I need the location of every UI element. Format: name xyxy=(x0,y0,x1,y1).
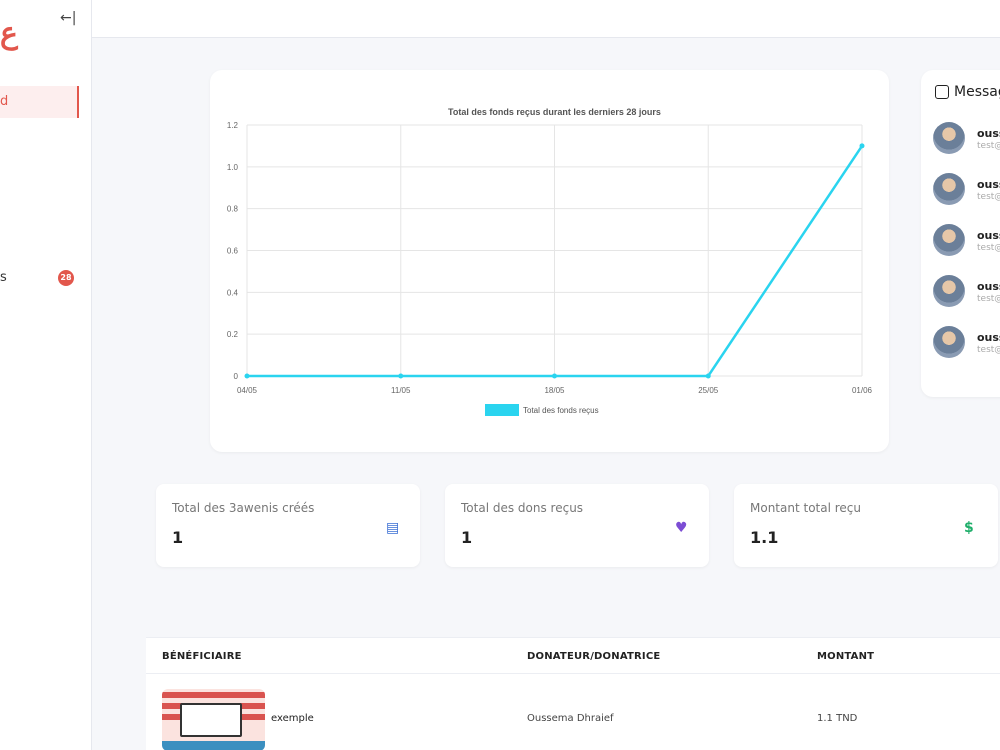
data-point xyxy=(552,373,557,379)
message-sender-email: test@ xyxy=(977,345,1000,355)
message-item[interactable]: ouss test@ xyxy=(933,224,1000,260)
beneficiary-thumbnail xyxy=(162,689,265,750)
message-sender-name: ouss xyxy=(977,280,1000,293)
x-tick-label: 18/05 xyxy=(544,386,565,395)
messages-header: Messag xyxy=(935,84,1000,100)
message-item[interactable]: ouss test@ xyxy=(933,122,1000,158)
avatar xyxy=(933,326,965,358)
legend-swatch xyxy=(485,404,519,416)
collapse-sidebar-icon[interactable]: ←| xyxy=(60,10,77,26)
message-square-icon xyxy=(935,85,949,99)
message-item[interactable]: ouss test@ xyxy=(933,173,1000,209)
data-point xyxy=(705,373,711,379)
data-point xyxy=(859,143,865,149)
stat-value: 1 xyxy=(461,528,473,547)
messages-title: Messag xyxy=(954,84,1000,100)
dollar-icon: $ xyxy=(964,520,974,536)
message-sender-name: ouss xyxy=(977,178,1000,191)
top-bar xyxy=(92,0,1000,38)
avatar xyxy=(933,224,965,256)
unread-count-badge: 28 xyxy=(58,270,74,286)
y-tick-label: 0.6 xyxy=(227,247,239,256)
message-sender-name: ouss xyxy=(977,331,1000,344)
avatar xyxy=(933,275,965,307)
y-tick-label: 0.2 xyxy=(227,330,239,339)
x-tick-label: 04/05 xyxy=(237,386,258,395)
legend-label: Total des fonds reçus xyxy=(523,406,599,415)
message-sender-name: ouss xyxy=(977,229,1000,242)
column-header-beneficiary[interactable]: BÉNÉFICIAIRE xyxy=(162,651,242,662)
x-tick-label: 01/06 xyxy=(852,386,873,395)
newspaper-icon: ▤ xyxy=(386,520,400,536)
stat-card-amount: Montant total reçu 1.1 $ xyxy=(734,484,998,567)
funds-line-chart: Total des fonds reçus durant les dernier… xyxy=(227,107,873,416)
column-header-donor[interactable]: DONATEUR/DONATRICE xyxy=(527,651,661,662)
beneficiary-name: exemple xyxy=(271,713,314,724)
message-sender-email: test@ xyxy=(977,243,1000,253)
sidebar: ع ←| d s 28 xyxy=(0,0,92,750)
sidebar-item-label: s xyxy=(0,270,7,285)
message-sender-name: ouss xyxy=(977,127,1000,140)
app-logo[interactable]: ع xyxy=(0,16,18,51)
avatar xyxy=(933,122,965,154)
y-tick-label: 0 xyxy=(234,372,239,381)
stat-label: Total des 3awenis créés xyxy=(172,501,315,515)
sidebar-item-dashboard[interactable]: d xyxy=(0,86,79,118)
stat-value: 1.1 xyxy=(750,528,779,547)
chart-title: Total des fonds reçus durant les dernier… xyxy=(448,107,661,117)
stat-label: Total des dons reçus xyxy=(461,501,584,515)
column-header-amount[interactable]: MONTANT xyxy=(817,651,875,662)
y-tick-label: 0.8 xyxy=(227,205,239,214)
stat-card-3awenis: Total des 3awenis créés 1 ▤ xyxy=(156,484,420,567)
donations-table: BÉNÉFICIAIRE DONATEUR/DONATRICE MONTANT … xyxy=(146,637,1000,750)
x-tick-label: 11/05 xyxy=(391,386,411,395)
header-divider xyxy=(146,673,1000,674)
avatar xyxy=(933,173,965,205)
donor-name: Oussema Dhraief xyxy=(527,713,614,724)
y-tick-label: 1.0 xyxy=(227,163,239,172)
message-sender-email: test@ xyxy=(977,294,1000,304)
y-tick-label: 0.4 xyxy=(227,288,239,297)
stat-card-donations: Total des dons reçus 1 ♥ xyxy=(445,484,709,567)
message-item[interactable]: ouss test@ xyxy=(933,275,1000,311)
messages-card: Messag ouss test@ ouss test@ ouss test@ … xyxy=(921,70,1000,397)
y-tick-label: 1.2 xyxy=(227,121,239,130)
sidebar-item-label: d xyxy=(0,94,9,109)
funds-chart-card: Total des fonds reçus durant les dernier… xyxy=(210,70,889,452)
stat-value: 1 xyxy=(172,528,184,547)
hand-heart-icon: ♥ xyxy=(675,520,688,536)
stat-label: Montant total reçu xyxy=(750,501,861,515)
message-item[interactable]: ouss test@ xyxy=(933,326,1000,362)
amount-value: 1.1 TND xyxy=(817,713,858,724)
data-point xyxy=(398,373,404,379)
x-tick-label: 25/05 xyxy=(698,386,719,395)
message-sender-email: test@ xyxy=(977,192,1000,202)
message-sender-email: test@ xyxy=(977,141,1000,151)
sidebar-item-messages[interactable]: s 28 xyxy=(0,262,79,294)
data-point xyxy=(244,373,250,379)
